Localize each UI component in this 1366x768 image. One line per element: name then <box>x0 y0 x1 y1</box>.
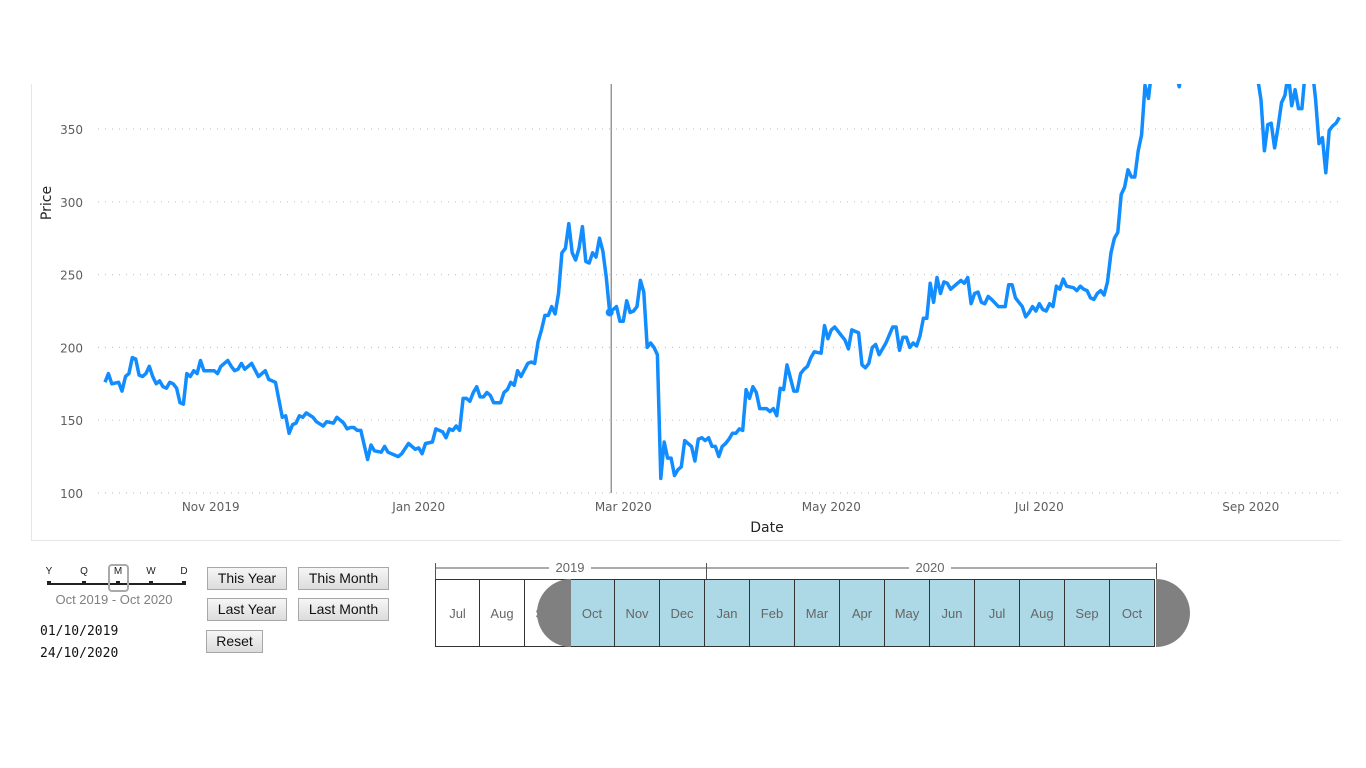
y-tick-label: 250 <box>60 269 83 283</box>
this-year-button[interactable]: This Year <box>207 567 287 590</box>
y-tick-label: 300 <box>60 196 83 210</box>
timeline-month-cell[interactable]: Jul <box>975 579 1020 647</box>
y-tick-label: 200 <box>60 341 83 355</box>
price-series-line[interactable] <box>103 27 1341 481</box>
timeline-month-cell[interactable]: Dec <box>660 579 705 647</box>
last-year-button[interactable]: Last Year <box>207 598 287 621</box>
granularity-range-label: Oct 2019 - Oct 2020 <box>55 592 173 607</box>
this-month-button[interactable]: This Month <box>298 567 389 590</box>
timeline-month-cell[interactable]: Apr <box>840 579 885 647</box>
granularity-level-y[interactable]: Y <box>45 566 53 577</box>
x-tick-label: Nov 2019 <box>182 500 240 514</box>
granularity-tick <box>47 581 51 585</box>
x-tick-label: May 2020 <box>802 500 861 514</box>
timeline-month-cell[interactable]: May <box>885 579 930 647</box>
granularity-tick <box>82 581 86 585</box>
granularity-level-m[interactable]: M <box>113 566 123 577</box>
x-tick-label: Jul 2020 <box>1014 500 1064 514</box>
granularity-tick <box>182 581 186 585</box>
timeline-month-cell[interactable]: Jun <box>930 579 975 647</box>
y-tick-label: 100 <box>60 487 83 501</box>
timeline-month-cell[interactable]: Nov <box>615 579 660 647</box>
x-axis-title: Date <box>750 520 783 536</box>
y-tick-label: 350 <box>60 123 83 137</box>
x-tick-label: Mar 2020 <box>595 500 652 514</box>
timeline-month-cell[interactable]: Mar <box>795 579 840 647</box>
granularity-selected-handle[interactable] <box>108 564 129 592</box>
y-tick-label: 150 <box>60 414 83 428</box>
hover-point-marker <box>605 308 614 317</box>
last-month-button[interactable]: Last Month <box>298 598 389 621</box>
granularity-tick <box>149 581 153 585</box>
reset-button[interactable]: Reset <box>206 630 263 653</box>
x-tick-label: Jan 2020 <box>391 500 445 514</box>
timeline-month-cell[interactable]: Oct <box>570 579 615 647</box>
timeline-month-cell[interactable]: Jul <box>435 579 480 647</box>
timeline-month-cell[interactable]: Sep <box>1065 579 1110 647</box>
chart-card <box>31 84 1341 541</box>
y-axis-title: Price <box>39 186 55 220</box>
timeline-month-cell[interactable]: Sep <box>525 579 570 647</box>
granularity-level-d[interactable]: D <box>180 566 188 577</box>
timeline-month-cell[interactable]: Feb <box>750 579 795 647</box>
timeline-month-cell[interactable]: Aug <box>1020 579 1065 647</box>
granularity-slider[interactable]: Y Q M W D Oct 2019 - Oct 2020 <box>40 562 200 612</box>
end-date[interactable]: 24/10/2020 <box>40 646 119 661</box>
granularity-tick <box>116 581 120 585</box>
start-date[interactable]: 01/10/2019 <box>40 624 119 639</box>
x-tick-label: Sep 2020 <box>1222 500 1279 514</box>
granularity-level-w[interactable]: W <box>146 566 156 577</box>
timeline-month-cell[interactable]: Aug <box>480 579 525 647</box>
timeline-month-cell[interactable]: Oct <box>1110 579 1155 647</box>
timeline-month-cell[interactable]: Jan <box>705 579 750 647</box>
granularity-level-q[interactable]: Q <box>80 566 88 577</box>
